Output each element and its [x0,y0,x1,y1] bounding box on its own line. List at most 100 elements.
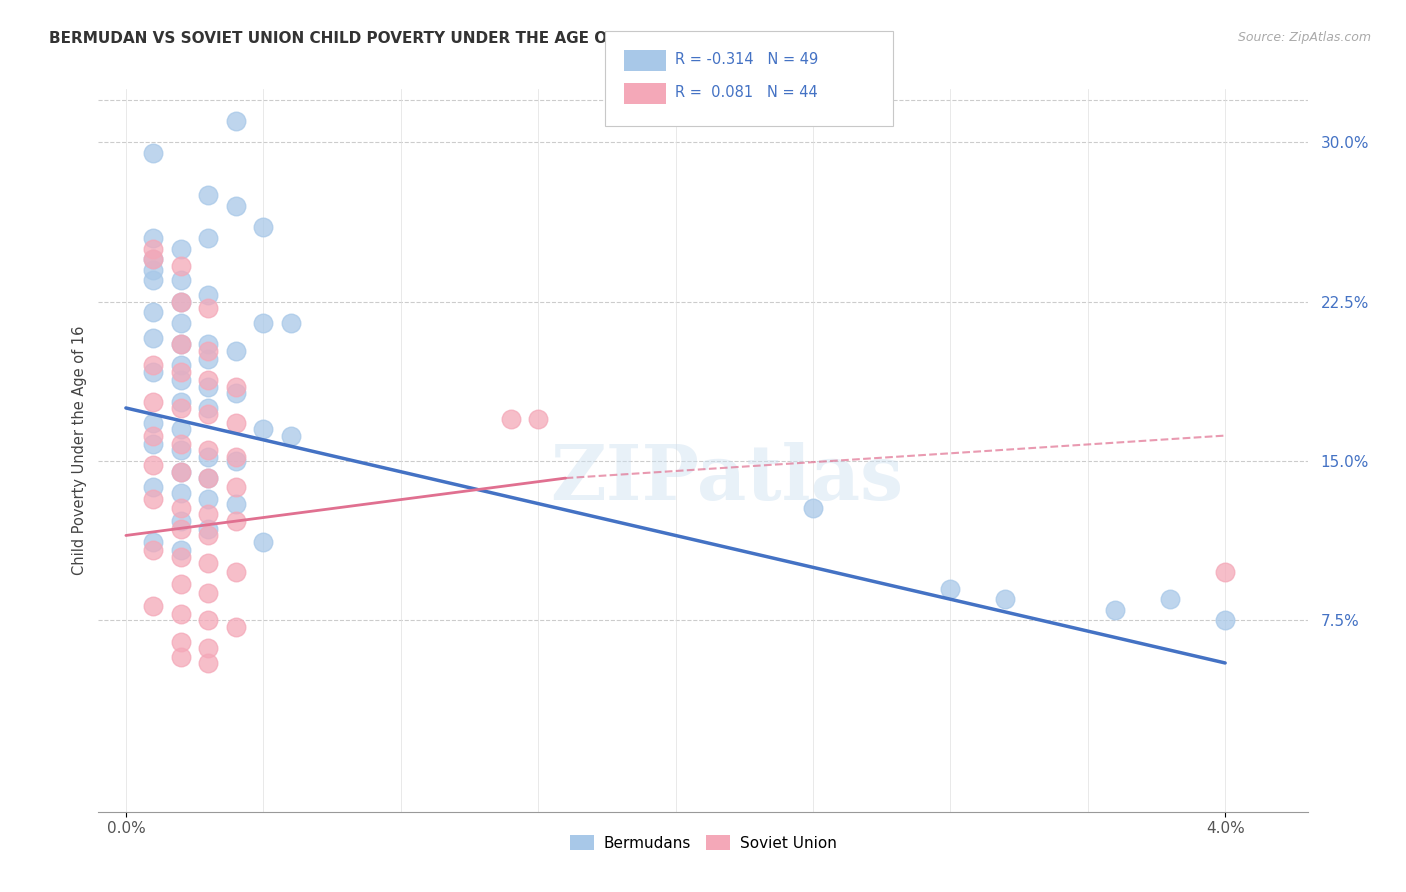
Point [142,480,165,494]
Point [170,549,193,564]
Text: ZIPatlas: ZIPatlas [551,442,904,516]
Point [170,294,193,309]
Point [197,507,219,521]
Text: BERMUDAN VS SOVIET UNION CHILD POVERTY UNDER THE AGE OF 16 CORRELATION CHART: BERMUDAN VS SOVIET UNION CHILD POVERTY U… [49,31,832,46]
Point [142,428,165,442]
Point [142,437,165,451]
Point [170,500,193,515]
Point [197,471,219,485]
Point [225,514,247,528]
Text: R =  0.081   N = 44: R = 0.081 N = 44 [675,86,818,100]
Point [142,599,165,613]
Point [225,386,247,401]
Point [170,522,193,536]
Point [170,337,193,351]
Point [170,337,193,351]
Point [252,316,274,330]
Point [170,443,193,458]
Point [170,365,193,379]
Point [252,422,274,436]
Point [170,273,193,287]
Point [170,242,193,256]
Point [939,582,962,596]
Point [197,450,219,464]
Point [1159,592,1181,607]
Point [170,373,193,387]
Point [170,486,193,500]
Y-axis label: Child Poverty Under the Age of 16: Child Poverty Under the Age of 16 [72,326,87,575]
Point [225,114,247,128]
Point [170,437,193,451]
Point [994,592,1017,607]
Point [142,231,165,245]
Legend: Bermudans, Soviet Union: Bermudans, Soviet Union [562,827,844,858]
Point [225,620,247,634]
Point [225,497,247,511]
Point [142,365,165,379]
Point [1104,603,1126,617]
Point [142,394,165,409]
Point [197,352,219,367]
Point [142,534,165,549]
Point [142,252,165,267]
Point [197,373,219,387]
Point [197,528,219,542]
Point [170,422,193,436]
Point [225,450,247,464]
Point [170,649,193,664]
Point [197,288,219,302]
Point [197,492,219,507]
Point [170,316,193,330]
Point [280,316,302,330]
Point [170,394,193,409]
Point [142,359,165,373]
Point [197,586,219,600]
Point [142,543,165,558]
Point [197,641,219,656]
Point [170,577,193,591]
Point [142,145,165,160]
Point [1213,565,1236,579]
Point [142,252,165,267]
Point [170,543,193,558]
Point [142,242,165,256]
Point [197,443,219,458]
Point [170,634,193,648]
Point [142,492,165,507]
Point [225,454,247,468]
Point [197,343,219,358]
Point [142,458,165,473]
Point [527,411,550,425]
Point [197,522,219,536]
Point [225,380,247,394]
Point [170,465,193,479]
Point [170,514,193,528]
Point [197,471,219,485]
Point [142,273,165,287]
Point [225,480,247,494]
Point [197,656,219,670]
Point [170,401,193,415]
Point [197,337,219,351]
Point [142,331,165,345]
Point [142,263,165,277]
Point [170,294,193,309]
Point [170,359,193,373]
Point [280,428,302,442]
Text: Source: ZipAtlas.com: Source: ZipAtlas.com [1237,31,1371,45]
Point [1213,614,1236,628]
Point [197,301,219,315]
Point [197,407,219,422]
Point [252,534,274,549]
Point [197,380,219,394]
Point [170,259,193,273]
Point [197,401,219,415]
Point [225,416,247,430]
Point [197,556,219,570]
Point [225,343,247,358]
Point [225,199,247,213]
Point [252,220,274,235]
Point [499,411,522,425]
Point [225,565,247,579]
Point [197,614,219,628]
